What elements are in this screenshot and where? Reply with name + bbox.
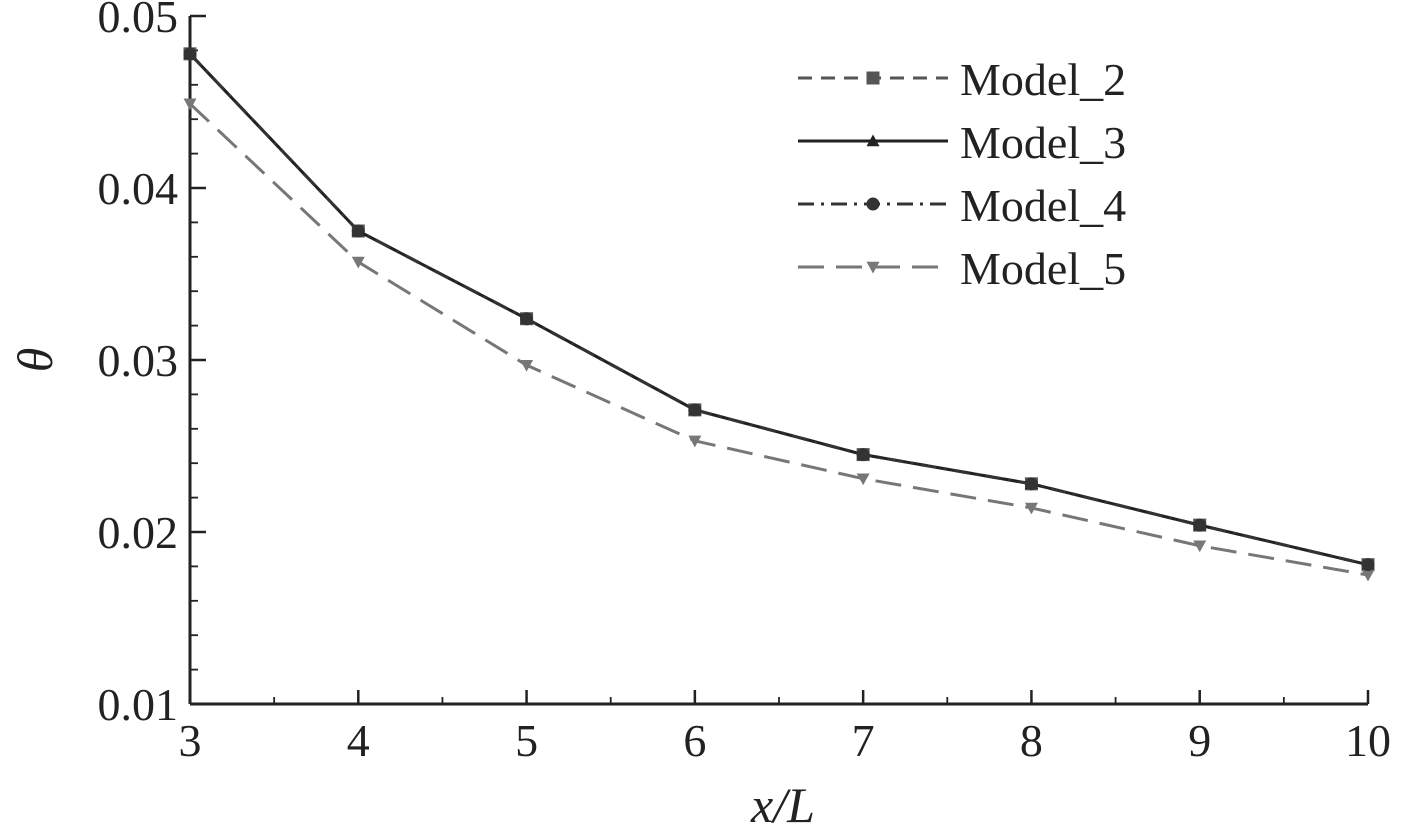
data-point xyxy=(856,473,870,486)
series-layer xyxy=(183,47,1375,582)
data-point xyxy=(1361,569,1375,582)
x-tick-label: 8 xyxy=(1020,715,1043,766)
y-tick-label: 0.04 xyxy=(98,163,179,214)
data-point xyxy=(1193,518,1207,532)
tick-labels: 3 4 5 6 7 8 9 10 0.01 0.02 0.03 0.04 0.05 xyxy=(98,0,1392,766)
data-point xyxy=(183,47,197,61)
series-model-2 xyxy=(183,47,1375,572)
legend-marker xyxy=(866,261,880,274)
series-line xyxy=(188,52,1369,567)
legend-label: Model_4 xyxy=(960,180,1126,231)
data-point xyxy=(1193,540,1207,553)
legend-marker xyxy=(866,197,880,211)
x-tick-label: 10 xyxy=(1345,715,1391,766)
x-tick-label: 5 xyxy=(515,715,538,766)
legend-item: Model_5 xyxy=(798,243,1126,294)
y-tick-label: 0.05 xyxy=(98,0,179,42)
series-line xyxy=(188,102,1369,577)
x-axis-label: x/L xyxy=(750,777,815,831)
data-point xyxy=(1024,477,1038,491)
y-axis-label: θ xyxy=(7,348,63,373)
data-point xyxy=(688,435,702,448)
series-line xyxy=(188,52,1369,567)
data-point xyxy=(520,359,534,372)
legend-label: Model_5 xyxy=(960,243,1126,294)
data-point xyxy=(856,448,870,462)
y-tick-label: 0.01 xyxy=(98,679,179,730)
legend-label: Model_2 xyxy=(960,54,1126,105)
data-point xyxy=(688,403,702,417)
axes xyxy=(188,16,1368,706)
series-model-4 xyxy=(183,47,1375,572)
y-tick-label: 0.02 xyxy=(98,507,179,558)
ticks xyxy=(188,14,1370,706)
series-model-3 xyxy=(183,47,1375,570)
x-tick-label: 3 xyxy=(179,715,202,766)
legend-label: Model_3 xyxy=(960,117,1126,168)
data-point xyxy=(1024,502,1038,515)
x-tick-label: 4 xyxy=(347,715,370,766)
data-point xyxy=(1361,558,1375,572)
y-tick-label: 0.03 xyxy=(98,335,179,386)
series-model-5 xyxy=(183,98,1375,582)
legend-marker xyxy=(866,71,880,85)
legend-item: Model_2 xyxy=(798,54,1126,105)
x-tick-label: 9 xyxy=(1188,715,1211,766)
legend: Model_2 Model_3 Model_4 Model_5 xyxy=(798,54,1126,294)
x-tick-label: 7 xyxy=(852,715,875,766)
legend-item: Model_4 xyxy=(798,180,1126,231)
legend-marker xyxy=(866,134,880,147)
x-tick-label: 6 xyxy=(683,715,706,766)
data-point xyxy=(520,312,534,326)
legend-item: Model_3 xyxy=(798,117,1126,168)
series-line xyxy=(188,52,1369,567)
data-point xyxy=(351,224,365,238)
data-point xyxy=(351,256,365,269)
data-point xyxy=(183,98,197,111)
